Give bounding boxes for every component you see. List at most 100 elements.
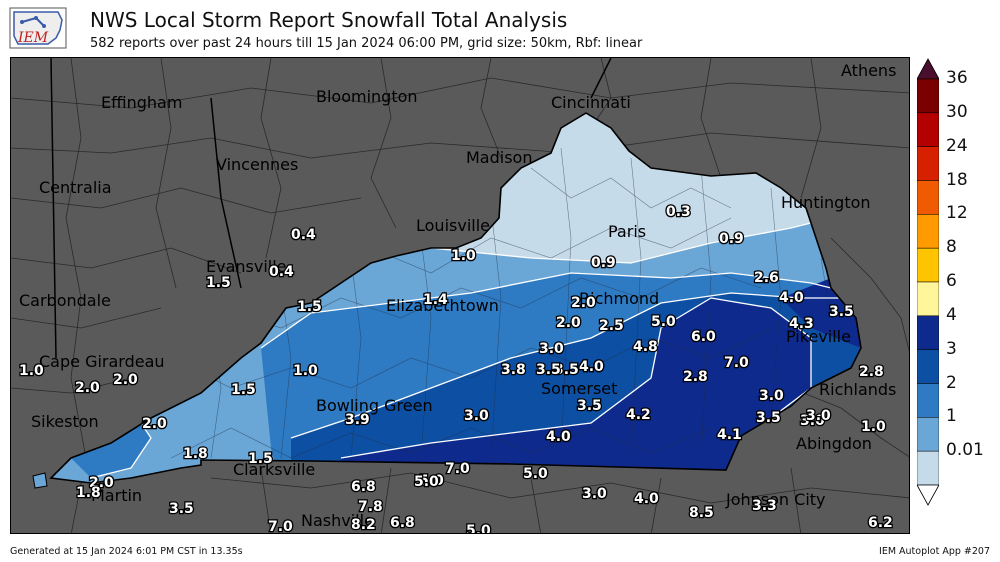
snowfall-value: 0.4 (291, 227, 316, 243)
snowfall-value: 5.0 (523, 466, 548, 482)
snowfall-value: 7.0 (445, 461, 470, 477)
snowfall-value: 5.0 (466, 523, 491, 534)
city-label: Evansville (206, 257, 287, 276)
snowfall-value: 1.0 (861, 419, 886, 435)
snowfall-value: 3.5 (577, 398, 602, 414)
city-label: Clarksville (233, 460, 315, 479)
colorbar-label: 2 (946, 372, 957, 393)
snowfall-value: 4.0 (779, 290, 804, 306)
snowfall-value: 6.8 (351, 479, 376, 495)
colorbar-label: 0.01 (946, 440, 984, 461)
snowfall-value: 1.5 (248, 451, 273, 467)
snowfall-value: 5.0 (651, 314, 676, 330)
city-label: Sikeston (31, 412, 99, 431)
city-label: Cape Girardeau (39, 352, 165, 371)
snowfall-value: 2.8 (683, 369, 708, 385)
snowfall-value: 1.0 (293, 363, 318, 379)
colorbar-bottom-arrow (917, 484, 939, 506)
city-label: Johnson City (725, 490, 826, 509)
snowfall-value: 3.0 (539, 341, 564, 357)
snowfall-value: 3.5 (829, 304, 854, 320)
colorbar-segment (917, 146, 939, 181)
snowfall-value: 8.2 (351, 517, 376, 533)
city-label: Carbondale (19, 291, 111, 310)
snowfall-value: 3.9 (345, 412, 370, 428)
colorbar-label: 12 (946, 203, 968, 224)
snowfall-value: 2.0 (142, 416, 167, 432)
snowfall-value: 5.0 (419, 473, 444, 489)
snowfall-value: 2.5 (599, 318, 624, 334)
snowfall-value: 1.8 (76, 485, 101, 501)
snowfall-value: 6.2 (868, 515, 893, 531)
colorbar (917, 58, 939, 506)
snowfall-value: 4.2 (626, 407, 651, 423)
snowfall-value: 1.5 (297, 299, 322, 315)
city-label: Huntington (781, 193, 871, 212)
snowfall-value: 6.0 (691, 329, 716, 345)
city-label: Vincennes (216, 155, 298, 174)
snowfall-value: 3.0 (464, 408, 489, 424)
colorbar-label: 30 (946, 101, 968, 122)
snowfall-value: 4.3 (789, 316, 814, 332)
snowfall-value: 3.3 (752, 498, 777, 514)
snowfall-value: 0.9 (591, 255, 616, 271)
snowfall-value: 4.0 (634, 491, 659, 507)
city-label: Paris (608, 222, 646, 241)
snowfall-value: 5.0 (414, 474, 439, 490)
city-label: Pikeville (786, 327, 851, 346)
city-label: Centralia (39, 178, 112, 197)
snowfall-value: 4.1 (717, 427, 742, 443)
snowfall-value: 2.0 (89, 475, 114, 491)
city-label: Somerset (541, 379, 617, 398)
snowfall-value: 3.8 (501, 362, 526, 378)
city-label: Nashville (301, 511, 374, 530)
colorbar-label: 4 (946, 304, 957, 325)
city-label: Athens (841, 61, 896, 80)
logo-text: IEM (17, 30, 49, 46)
colorbar-segment (917, 78, 939, 114)
city-label: Abingdon (796, 434, 872, 453)
city-label: Louisville (416, 216, 490, 235)
snowfall-value: 2.0 (113, 372, 138, 388)
snowfall-value: 2.0 (556, 315, 581, 331)
city-label: Martin (91, 486, 142, 505)
snowfall-value: 4.8 (633, 339, 658, 355)
app-id: IEM Autoplot App #207 (879, 546, 990, 557)
city-label: Cincinnati (551, 93, 631, 112)
snowfall-value: 7.8 (358, 499, 383, 515)
snowfall-value: 3.0 (582, 486, 607, 502)
colorbar-segment (917, 180, 939, 215)
colorbar-segment (917, 315, 939, 350)
snowfall-value: 1.0 (19, 363, 44, 379)
snowfall-value: 0.3 (666, 204, 691, 220)
colorbar-segment (917, 247, 939, 283)
city-label: Effingham (101, 93, 182, 112)
snowfall-value: 2.6 (754, 270, 779, 286)
city-label: Bowling Green (316, 396, 433, 415)
snowfall-value: 2.0 (571, 295, 596, 311)
colorbar-label: 36 (946, 68, 968, 88)
city-label: Madison (466, 148, 532, 167)
colorbar-top-arrow (917, 58, 939, 80)
snowfall-value: 4.0 (546, 429, 571, 445)
snowfall-value: 1.0 (451, 248, 476, 264)
snowfall-value: 3.5 (536, 362, 561, 378)
snowfall-value: 4.0 (579, 359, 604, 375)
snowfall-value: 8.5 (689, 505, 714, 521)
city-label: Bloomington (316, 87, 418, 106)
kentucky-outline (49, 112, 862, 484)
snowfall-value: 3.5 (756, 410, 781, 426)
colorbar-segment (917, 383, 939, 418)
colorbar-label: 24 (946, 135, 968, 156)
snowfall-value: 3.0 (759, 388, 784, 404)
snowfall-value: 1.8 (183, 446, 208, 462)
city-label: Elizabethtown (386, 296, 499, 315)
snowfall-value: 7.0 (268, 519, 293, 534)
colorbar-segment (917, 214, 939, 249)
snowfall-value: 3.5 (554, 362, 579, 378)
snowfall-value: 1.5 (231, 382, 256, 398)
map-title: NWS Local Storm Report Snowfall Total An… (90, 8, 568, 32)
colorbar-segment (917, 349, 939, 384)
colorbar-label: 3 (946, 338, 957, 359)
snowfall-value: 3.0 (806, 408, 831, 424)
